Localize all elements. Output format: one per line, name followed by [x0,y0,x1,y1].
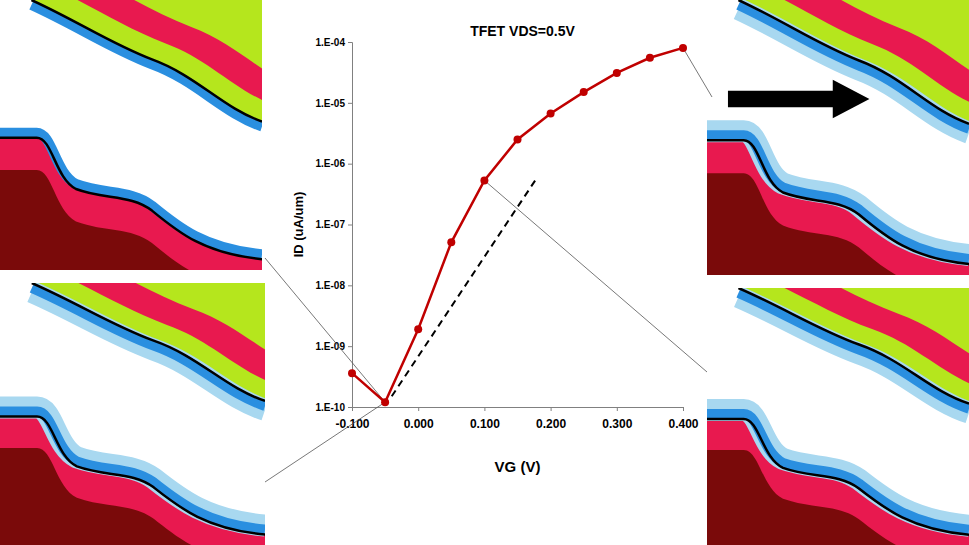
x-tick-label: 0.100 [470,417,500,431]
series-marker [447,238,455,246]
tunnel-arrow [728,80,869,119]
band-edge [738,288,969,404]
band-diagram [707,0,969,275]
x-tick-mark [551,407,552,411]
series-marker [414,325,422,333]
connector-line [265,258,385,402]
chart: -0.1000.0000.1000.2000.3000.4001.E-101.E… [0,0,969,545]
y-tick-mark [348,103,352,104]
x-tick-label: 0.300 [602,417,632,431]
y-tick: 1.E-10 [316,402,352,413]
x-tick-label: 0.400 [668,417,698,431]
y-tick: 1.E-08 [316,280,352,291]
band-edge [707,140,969,264]
x-tick: 0.200 [536,407,566,431]
y-tick-label: 1.E-06 [316,158,346,169]
x-tick: 0.100 [470,407,500,431]
x-tick-mark [418,407,419,411]
y-tick-label: 1.E-07 [316,219,346,230]
band-halo [707,131,969,255]
connector-line [484,180,707,372]
band-diagram [0,283,265,545]
series-marker [381,398,389,406]
y-tick-mark [348,407,352,408]
band-halo [0,408,265,526]
band-edge [0,417,265,535]
series-line [392,177,538,396]
y-tick: 1.E-04 [316,37,352,48]
band-diagram [707,288,969,545]
plot-marks [348,44,687,406]
y-tick-label: 1.E-05 [316,98,346,109]
x-tick: 0.300 [602,407,632,431]
band-edge [32,283,265,401]
y-tick-label: 1.E-10 [316,402,346,413]
x-axis-line [353,408,684,412]
x-axis-title: VG (V) [495,458,541,475]
series-marker [514,135,522,143]
y-tick-mark [348,42,352,43]
y-axis-title: ID (uA/um) [291,192,306,258]
band-diagram [0,0,262,270]
y-tick-label: 1.E-09 [316,341,346,352]
connector-line [683,48,712,97]
band-edge-glow [31,5,262,127]
y-axis-line [348,43,353,408]
x-tick-label: 0.200 [536,417,566,431]
y-tick: 1.E-09 [316,341,352,352]
series-marker [547,109,555,117]
y-tick-label: 1.E-04 [316,37,346,48]
y-tick-mark [348,346,352,347]
x-tick-mark [617,407,618,411]
band-edge-glow [738,293,969,409]
connectors [265,48,712,482]
chart-title: TFET VDS=0.5V [470,23,575,39]
x-tick-mark [683,407,684,411]
band-edge [31,0,262,122]
band-edge-glow [0,412,265,530]
y-tick-label: 1.E-08 [316,280,346,291]
band-halo [707,410,969,526]
x-tick-mark [484,407,485,411]
band-edge-glow [738,5,969,129]
band-edge-glow [707,135,969,259]
series-marker [480,176,488,184]
band-edge-glow [32,288,265,406]
y-tick-mark [348,164,352,165]
band-edge-glow [707,414,969,530]
y-tick: 1.E-07 [316,219,352,230]
series-marker [580,88,588,96]
series-marker [613,69,621,77]
y-tick: 1.E-06 [316,158,352,169]
y-tick: 1.E-05 [316,98,352,109]
series-line [352,48,683,402]
y-tick-mark [348,225,352,226]
connector-line [265,402,385,482]
series-marker [348,369,356,377]
band-edge-glow [0,133,262,255]
series-marker [646,54,654,62]
x-tick: 0.400 [668,407,698,431]
x-axis: -0.1000.0000.1000.2000.3000.400 [335,407,698,431]
x-tick: 0.000 [404,407,434,431]
band-edge [0,138,262,260]
series-marker [679,44,687,52]
band-edge [707,419,969,535]
y-tick-mark [348,285,352,286]
valence-core [0,170,262,270]
x-tick-label: 0.000 [404,417,434,431]
